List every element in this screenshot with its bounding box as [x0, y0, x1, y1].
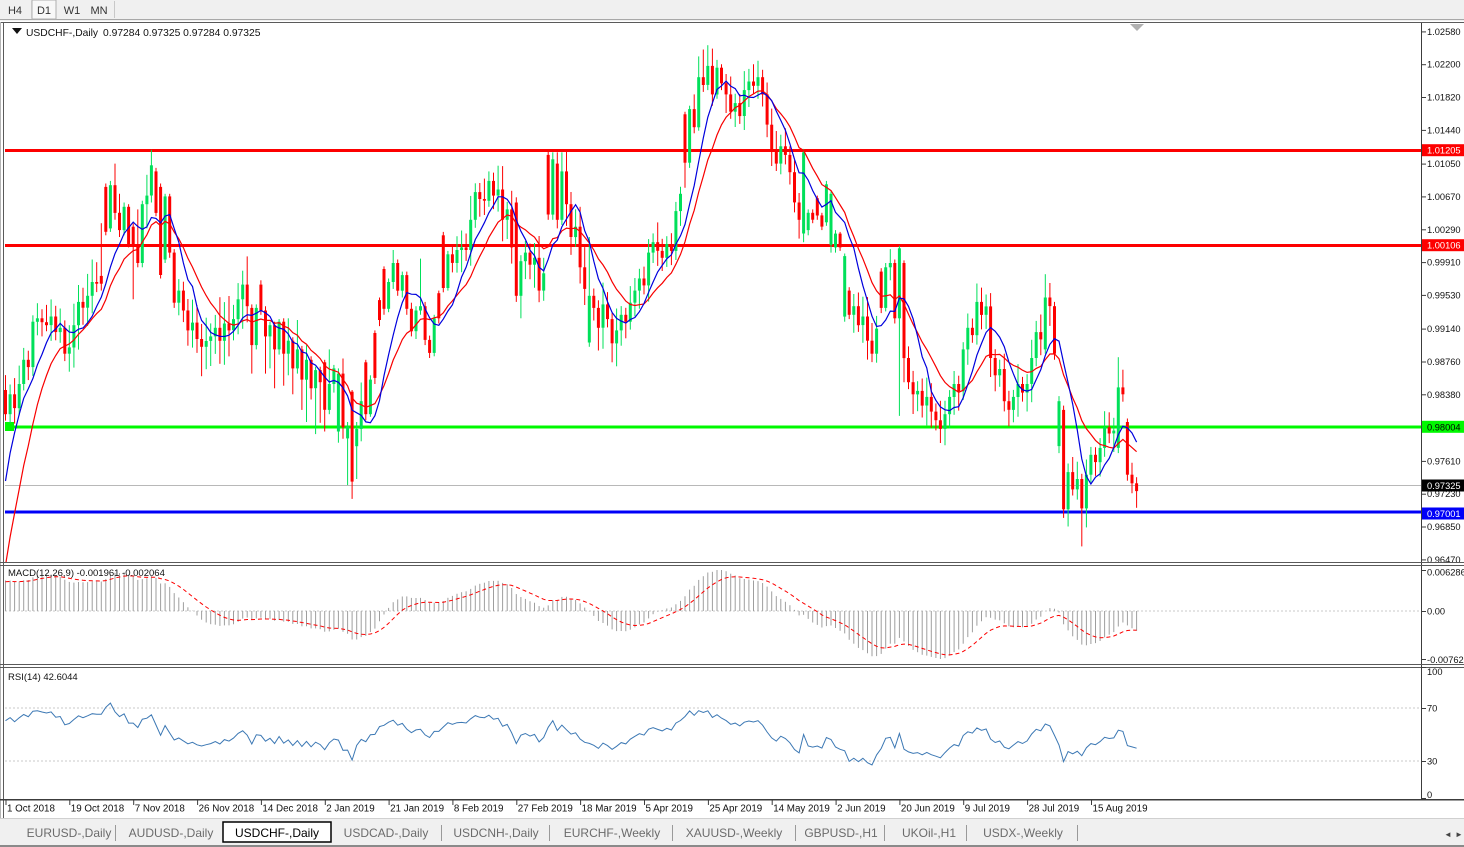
- svg-text:19 Oct 2018: 19 Oct 2018: [71, 804, 125, 815]
- svg-text:0.97325: 0.97325: [1427, 481, 1461, 491]
- svg-text:0.96470: 0.96470: [1427, 555, 1461, 565]
- svg-text:0.97610: 0.97610: [1427, 456, 1461, 466]
- svg-text:XAUUSD-,Weekly: XAUUSD-,Weekly: [686, 826, 782, 840]
- svg-text:W1: W1: [64, 5, 81, 17]
- svg-text:2 Jan 2019: 2 Jan 2019: [326, 804, 374, 815]
- svg-text:8 Feb 2019: 8 Feb 2019: [454, 804, 504, 815]
- svg-text:RSI(14) 42.6044: RSI(14) 42.6044: [8, 672, 78, 683]
- svg-text:0.00: 0.00: [1427, 607, 1445, 617]
- svg-text:1 Oct 2018: 1 Oct 2018: [7, 804, 55, 815]
- svg-text:0.97284 0.97325 0.97284 0.9732: 0.97284 0.97325 0.97284 0.97325: [103, 28, 261, 39]
- svg-text:100: 100: [1427, 667, 1443, 677]
- svg-text:1.01050: 1.01050: [1427, 159, 1461, 169]
- svg-text:28 Jul 2019: 28 Jul 2019: [1029, 804, 1080, 815]
- svg-text:1.01440: 1.01440: [1427, 125, 1461, 135]
- svg-text:►: ►: [1455, 830, 1463, 839]
- svg-text:0.96850: 0.96850: [1427, 522, 1461, 532]
- svg-text:EURUSD-,Daily: EURUSD-,Daily: [27, 826, 112, 840]
- svg-text:0.98760: 0.98760: [1427, 357, 1461, 367]
- svg-text:1.00290: 1.00290: [1427, 225, 1461, 235]
- svg-text:AUDUSD-,Daily: AUDUSD-,Daily: [129, 826, 214, 840]
- svg-text:UKOil-,H1: UKOil-,H1: [902, 826, 956, 840]
- svg-text:2 Jun 2019: 2 Jun 2019: [837, 804, 885, 815]
- svg-text:USDCHF-,Daily: USDCHF-,Daily: [235, 826, 319, 840]
- svg-text:27 Feb 2019: 27 Feb 2019: [518, 804, 573, 815]
- svg-text:1.00106: 1.00106: [1427, 241, 1461, 251]
- svg-text:0.97001: 0.97001: [1427, 509, 1461, 519]
- svg-text:70: 70: [1427, 704, 1437, 714]
- svg-text:1.02580: 1.02580: [1427, 27, 1461, 37]
- svg-text:0.98380: 0.98380: [1427, 390, 1461, 400]
- svg-text:USDCAD-,Daily: USDCAD-,Daily: [344, 826, 429, 840]
- svg-text:26 Nov 2018: 26 Nov 2018: [199, 804, 255, 815]
- svg-text:9 Jul 2019: 9 Jul 2019: [965, 804, 1010, 815]
- svg-text:0.99140: 0.99140: [1427, 324, 1461, 334]
- svg-text:USDCNH-,Daily: USDCNH-,Daily: [453, 826, 538, 840]
- svg-text:◄: ◄: [1444, 830, 1452, 839]
- svg-text:-0.00762: -0.00762: [1427, 655, 1464, 665]
- svg-text:15 Aug 2019: 15 Aug 2019: [1093, 804, 1148, 815]
- svg-text:0: 0: [1427, 790, 1432, 800]
- svg-text:0.99910: 0.99910: [1427, 258, 1461, 268]
- svg-text:H4: H4: [8, 5, 22, 17]
- svg-text:5 Apr 2019: 5 Apr 2019: [646, 804, 693, 815]
- svg-text:30: 30: [1427, 757, 1437, 767]
- svg-text:7 Nov 2018: 7 Nov 2018: [135, 804, 186, 815]
- svg-text:USDX-,Weekly: USDX-,Weekly: [983, 826, 1063, 840]
- svg-text:20 Jun 2019: 20 Jun 2019: [901, 804, 955, 815]
- svg-text:EURCHF-,Weekly: EURCHF-,Weekly: [564, 826, 660, 840]
- svg-text:0.97230: 0.97230: [1427, 489, 1461, 499]
- svg-text:0.98004: 0.98004: [1427, 422, 1461, 432]
- svg-text:USDCHF-,Daily: USDCHF-,Daily: [26, 28, 99, 39]
- svg-text:1.01820: 1.01820: [1427, 93, 1461, 103]
- svg-text:18 Mar 2019: 18 Mar 2019: [582, 804, 637, 815]
- svg-text:0.006286: 0.006286: [1427, 568, 1464, 578]
- svg-text:MN: MN: [90, 5, 107, 17]
- svg-text:1.00670: 1.00670: [1427, 192, 1461, 202]
- svg-text:14 May 2019: 14 May 2019: [773, 804, 830, 815]
- svg-text:1.01205: 1.01205: [1427, 146, 1461, 156]
- svg-text:MACD(12,26,9) -0.001961 -0.002: MACD(12,26,9) -0.001961 -0.002064: [8, 568, 165, 579]
- svg-text:14 Dec 2018: 14 Dec 2018: [262, 804, 318, 815]
- svg-text:0.99530: 0.99530: [1427, 290, 1461, 300]
- svg-text:D1: D1: [37, 5, 51, 17]
- svg-text:25 Apr 2019: 25 Apr 2019: [709, 804, 762, 815]
- svg-text:21 Jan 2019: 21 Jan 2019: [390, 804, 444, 815]
- svg-text:1.02200: 1.02200: [1427, 60, 1461, 70]
- svg-text:GBPUSD-,H1: GBPUSD-,H1: [804, 826, 878, 840]
